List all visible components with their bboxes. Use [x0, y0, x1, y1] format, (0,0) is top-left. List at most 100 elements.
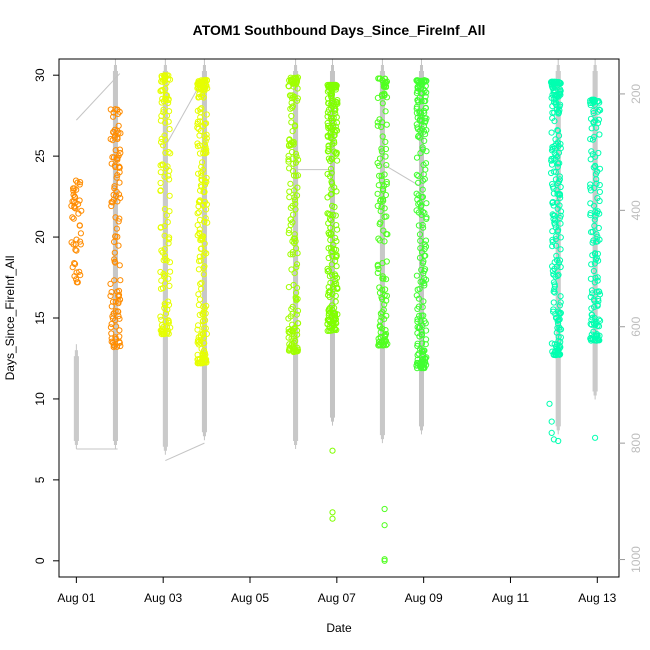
data-point — [332, 292, 339, 299]
data-point — [72, 199, 79, 206]
data-point — [417, 245, 424, 252]
data-point — [203, 149, 210, 156]
data-point — [554, 324, 561, 331]
data-point — [330, 138, 338, 145]
data-point — [328, 261, 335, 268]
data-point — [594, 250, 602, 257]
data-point — [333, 119, 341, 126]
data-point — [416, 312, 423, 319]
data-point — [593, 124, 600, 131]
data-point — [73, 236, 80, 243]
data-point — [162, 255, 169, 262]
data-point — [195, 301, 202, 308]
y2-tick-label: 600 — [629, 316, 643, 336]
data-point — [593, 254, 600, 261]
data-point — [116, 327, 123, 334]
data-point — [116, 315, 123, 322]
data-point — [160, 106, 167, 113]
data-point — [413, 103, 420, 110]
data-point — [109, 313, 116, 320]
data-point — [291, 123, 299, 130]
data-point — [548, 129, 555, 136]
data-point — [374, 269, 381, 276]
data-point — [114, 106, 121, 113]
data-point — [324, 194, 331, 201]
data-point — [329, 253, 336, 260]
data-point — [159, 86, 166, 94]
data-point — [328, 249, 335, 256]
data-point — [293, 80, 300, 88]
data-point — [294, 295, 301, 303]
data-point — [196, 216, 204, 223]
data-point — [201, 249, 208, 256]
data-point — [291, 194, 298, 201]
data-point — [165, 99, 172, 107]
data-point — [161, 173, 168, 180]
data-point — [414, 330, 421, 337]
data-point — [195, 79, 202, 86]
data-point — [589, 314, 596, 321]
data-point — [111, 249, 118, 256]
data-point — [195, 125, 202, 132]
data-point — [328, 313, 335, 320]
data-point — [422, 160, 430, 167]
data-point — [377, 310, 384, 317]
data-point — [203, 146, 210, 153]
data-point — [596, 210, 603, 217]
data-point — [591, 222, 598, 229]
data-point — [377, 208, 384, 215]
data-point — [413, 292, 420, 299]
data-point — [196, 94, 203, 101]
data-point — [329, 515, 336, 522]
data-point — [597, 317, 604, 324]
data-point — [588, 261, 595, 268]
data-point — [380, 83, 388, 90]
data-point — [195, 209, 202, 216]
data-point — [325, 267, 332, 274]
data-point — [422, 266, 429, 273]
data-point — [549, 144, 556, 151]
data-point — [69, 214, 76, 221]
data-point — [158, 112, 165, 120]
data-point — [594, 274, 601, 281]
data-point — [592, 434, 599, 441]
data-point — [115, 298, 122, 305]
y2-tick-label: 1000 — [629, 546, 643, 573]
data-point — [595, 149, 602, 157]
data-point — [595, 116, 603, 123]
data-point — [592, 162, 599, 169]
data-point — [557, 293, 564, 300]
data-point — [414, 324, 421, 331]
data-point — [112, 192, 120, 200]
data-point — [375, 265, 382, 272]
data-point — [549, 109, 556, 116]
data-point — [328, 92, 335, 100]
data-point — [108, 289, 115, 296]
data-point — [381, 238, 388, 245]
data-point — [166, 126, 173, 133]
secondary-y-axis: 200 400 600 800 1000 — [619, 84, 643, 573]
data-point — [552, 347, 559, 355]
data-point — [325, 307, 332, 314]
data-point — [157, 179, 164, 187]
data-point — [161, 222, 168, 230]
data-point — [162, 318, 169, 325]
data-point — [595, 98, 602, 105]
data-point — [196, 226, 203, 233]
data-point — [587, 181, 594, 188]
data-point — [550, 308, 557, 315]
data-point — [116, 338, 123, 345]
data-point — [589, 136, 597, 143]
data-point — [550, 168, 557, 175]
data-point — [376, 221, 383, 228]
data-point — [166, 259, 174, 266]
data-point — [115, 129, 122, 136]
data-point — [328, 117, 335, 124]
data-point — [294, 307, 302, 314]
data-point — [286, 194, 293, 201]
y2-tick-label: 800 — [629, 433, 643, 453]
data-point — [164, 219, 171, 226]
transit-line — [75, 73, 121, 121]
data-point — [294, 320, 301, 327]
data-point — [109, 298, 117, 305]
